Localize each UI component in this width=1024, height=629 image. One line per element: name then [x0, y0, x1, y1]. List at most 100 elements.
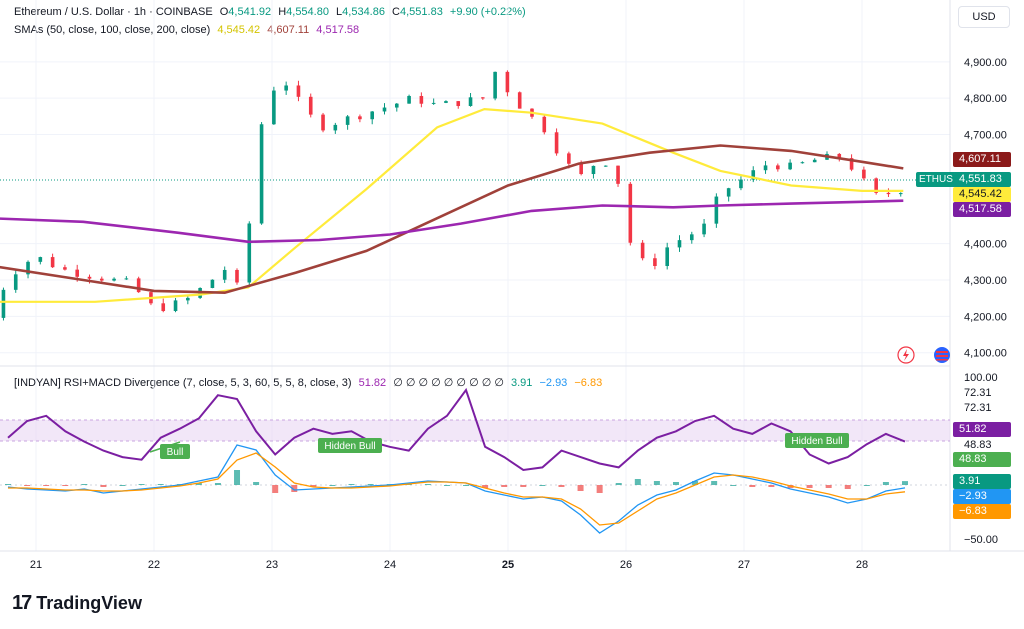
macd-hist-bar	[863, 485, 870, 486]
candle-body	[370, 111, 375, 120]
candle-body	[75, 269, 80, 277]
sma50-value: 4,545.42	[217, 24, 261, 36]
candle-body	[481, 97, 485, 99]
rsi-line	[7, 387, 906, 472]
candle-body	[677, 240, 682, 248]
candle-body	[444, 101, 448, 103]
candle-body	[284, 85, 288, 91]
x-tick-label: 21	[30, 559, 42, 571]
indicator-title: [INDYAN] RSI+MACD Divergence (7, close, …	[14, 377, 352, 389]
macd-hist-bar	[367, 484, 374, 485]
osc-y-tick-label: 48.83	[964, 439, 992, 451]
candle-body	[763, 165, 768, 171]
candle-body	[38, 257, 43, 262]
candle-body	[517, 92, 522, 109]
price-last-badge: 4,551.83	[953, 172, 1011, 187]
candles	[1, 70, 903, 321]
sma-lines	[0, 107, 904, 303]
price-sma50-badge: 4,545.42	[953, 187, 1011, 202]
macd-hist-bar	[539, 485, 546, 486]
close-label: C	[392, 6, 400, 18]
candle-body	[898, 193, 903, 195]
brand-name: TradingView	[36, 593, 142, 613]
macd-hist-bar	[844, 485, 851, 489]
candle-body	[751, 170, 756, 180]
candle-body	[653, 258, 657, 266]
y-tick-label: 4,100.00	[964, 348, 1007, 360]
candle-body	[50, 257, 55, 268]
candle-body	[640, 242, 645, 259]
macd-hist-bar	[768, 485, 775, 487]
macd-hist-bar	[348, 484, 355, 485]
candle-body	[308, 96, 313, 115]
osc-y-tick-label: 100.00	[964, 372, 998, 384]
candle-body	[358, 116, 362, 120]
macd-hist-bar	[81, 484, 88, 485]
rsi-badge: 51.82	[953, 422, 1011, 437]
macd-hist-bar	[138, 484, 145, 485]
sma-title: SMAs (50, close, 100, close, 200, close)	[14, 24, 211, 36]
high-label: H	[278, 6, 287, 18]
macd-hist-bar	[5, 484, 11, 485]
lightning-icon[interactable]	[897, 346, 915, 364]
macd-hist-bar	[730, 485, 737, 486]
candle-body	[407, 95, 411, 104]
sma-line-sma200	[0, 199, 904, 244]
sma-legend: SMAs (50, close, 100, close, 200, close)…	[14, 24, 363, 36]
macd-badge: −2.93	[953, 489, 1011, 504]
candle-body	[296, 85, 301, 97]
ethusd-tag: ETHUSD	[916, 172, 960, 187]
macd-hist-bar	[806, 485, 813, 488]
x-tick-label: 26	[620, 559, 632, 571]
macd-hist-bar	[711, 481, 718, 485]
macd-hist-bar	[43, 485, 50, 486]
candle-body	[468, 97, 473, 107]
candle-body	[382, 107, 387, 112]
currency-button[interactable]: USD	[958, 6, 1010, 28]
x-tick-label: 24	[384, 559, 396, 571]
macd-hist-bar	[558, 485, 565, 487]
high-value: 4,554.80	[286, 6, 329, 18]
bull-label-text: Bull	[167, 447, 184, 458]
y-tick-label: 4,800.00	[964, 93, 1007, 105]
macd-hist-bar	[100, 485, 107, 487]
macd-hist-bar	[310, 485, 317, 487]
candle-body	[259, 124, 264, 224]
tv-logo-icon: 17	[12, 592, 32, 614]
macd-hist-bar	[520, 485, 527, 487]
candle-body	[136, 278, 141, 293]
price-sma100-badge: 4,607.11	[953, 152, 1011, 167]
candle-body	[247, 223, 252, 283]
candle-body	[26, 261, 30, 275]
tradingview-logo[interactable]: 17 TradingView	[12, 592, 142, 615]
candle-body	[849, 158, 854, 170]
candle-body	[321, 114, 325, 131]
sma100-value: 4,607.11	[267, 24, 310, 36]
flag-icon[interactable]	[934, 347, 950, 363]
candle-body	[124, 278, 129, 280]
candle-body	[505, 71, 510, 93]
macd-hist-bar	[577, 485, 584, 491]
macd-hist-bar	[291, 485, 298, 492]
candle-body	[222, 269, 227, 280]
osc-y-tick-label: 72.31	[964, 387, 992, 399]
candle-body	[874, 178, 878, 193]
macd-hist-bar	[234, 470, 241, 485]
macd-hist-bar	[62, 485, 69, 486]
open-value: 4,541.92	[228, 6, 272, 18]
y-tick-label: 4,200.00	[964, 311, 1007, 323]
candle-body	[726, 188, 731, 197]
x-tick-label: 25	[502, 559, 514, 571]
candle-body	[235, 269, 239, 283]
candle-body	[800, 162, 805, 164]
signal-badge: −6.83	[953, 504, 1011, 519]
hidden-bull-text-2: Hidden Bull	[791, 436, 842, 447]
close-value: 4,551.83	[400, 6, 443, 18]
candle-body	[1, 289, 6, 318]
candle-body	[210, 279, 215, 288]
hidden-bull-label-2: Hidden Bull	[785, 433, 849, 448]
candle-body	[112, 278, 116, 281]
macd-hist-bar	[634, 479, 641, 485]
macd-hist-bar	[195, 483, 202, 485]
